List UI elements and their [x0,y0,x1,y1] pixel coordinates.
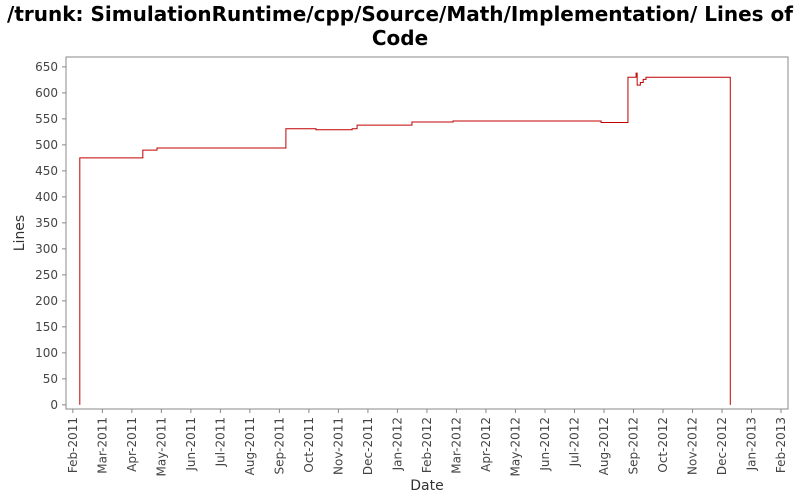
y-tick-label: 400 [35,190,58,204]
y-tick-label: 650 [35,60,58,74]
y-tick-label: 300 [35,242,58,256]
x-tick-label: Oct-2012 [656,417,670,473]
y-tick-label: 150 [35,320,58,334]
x-tick-label: Aug-2011 [243,417,257,475]
x-axis-label: Date [410,478,443,494]
y-tick-label: 50 [43,372,58,386]
x-tick-label: Aug-2012 [597,417,611,475]
x-tick-label: Apr-2012 [479,417,493,472]
plot-area [65,56,789,410]
x-tick-label: Jul-2012 [567,417,581,467]
x-tick-label: Oct-2011 [302,417,316,473]
x-tick-label: Sep-2012 [627,417,641,475]
x-tick-label: Mar-2011 [95,417,109,474]
chart-title: /trunk: SimulationRuntime/cpp/Source/Mat… [7,2,793,50]
x-tick-label: Jul-2011 [213,417,227,467]
y-tick-label: 500 [35,138,58,152]
y-tick-label: 350 [35,216,58,230]
x-tick-label: Jan-2012 [390,417,404,471]
x-tick-label: Jan-2013 [745,417,759,471]
y-tick-label: 550 [35,112,58,126]
x-tick-label: Feb-2012 [420,417,434,473]
y-tick-label: 0 [50,398,58,412]
y-tick-label: 600 [35,86,58,100]
x-tick-label: Mar-2012 [449,417,463,474]
y-tick-label: 100 [35,346,58,360]
x-tick-label: Apr-2011 [125,417,139,472]
x-tick-label: May-2012 [508,417,522,476]
y-tick-label: 450 [35,164,58,178]
x-tick-label: Jun-2012 [538,417,552,472]
y-tick-label: 200 [35,294,58,308]
y-axis-label: Lines [12,215,28,251]
x-tick-label: Nov-2011 [331,417,345,475]
x-tick-label: Nov-2012 [686,417,700,475]
line [79,72,731,405]
x-tick-label: Dec-2011 [361,417,375,475]
x-tick-label: Feb-2011 [66,417,80,473]
x-tick-label: Dec-2012 [715,417,729,475]
x-tick-label: Feb-2013 [774,417,788,473]
x-tick-label: Jun-2011 [184,417,198,472]
y-tick-label: 250 [35,268,58,282]
x-tick-label: Sep-2011 [272,417,286,475]
x-tick-label: May-2011 [154,417,168,476]
